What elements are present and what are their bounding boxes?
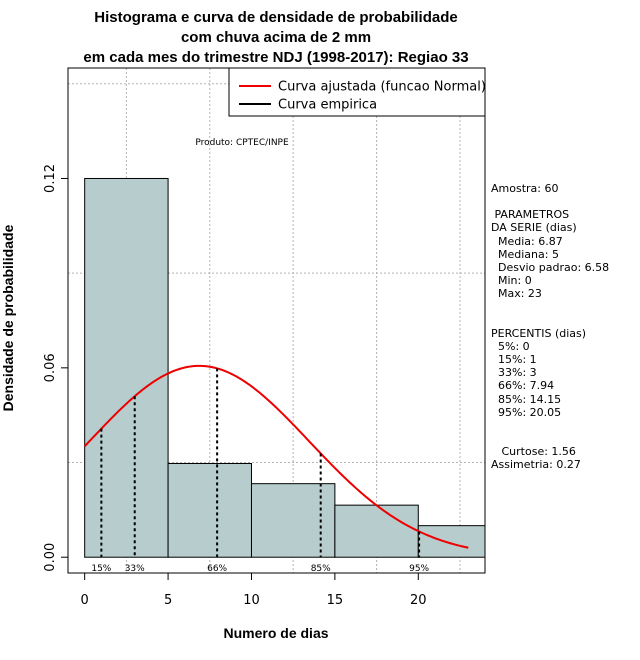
y-tick-label-0: 0.00 [43, 543, 58, 572]
stats-line-1 [491, 195, 636, 208]
x-tick-label-20: 20 [410, 593, 427, 608]
histogram-bar-2 [167, 462, 252, 558]
x-tick-label-10: 10 [243, 593, 260, 608]
x-axis-title: Numero de dias [223, 625, 328, 641]
y-axis-title: Densidade de probabilidade [0, 224, 16, 411]
stats-line-18 [491, 419, 636, 432]
product-annotation: Produto: CPTEC/INPE [195, 138, 289, 148]
legend-box [228, 67, 486, 117]
percentile-label-15: 15% [91, 564, 111, 574]
stats-line-20: Curtose: 1.56 [491, 445, 576, 459]
stats-line-6: Desvio padrao: 6.58 [491, 261, 610, 275]
stats-line-12: 5%: 0 [491, 339, 530, 353]
percentile-lines: 15% 33% 66% 85% 95% [91, 368, 430, 574]
histogram-bar-3 [250, 483, 336, 558]
stats-line-19 [491, 432, 636, 445]
stats-line-5: Mediana: 5 [491, 247, 559, 261]
statistics-panel: Amostra: 60 PARAMETROS DA SERIE (dias) Me… [491, 182, 636, 471]
stats-line-17: 95%: 20.05 [491, 405, 562, 419]
title-line-3: em cada mes do trimestre NDJ (1998-2017)… [83, 49, 468, 66]
y-tick-label-1: 0.06 [43, 353, 58, 382]
stats-line-0: Amostra: 60 [491, 182, 559, 195]
normal-curve-line [83, 364, 469, 549]
stats-line-16: 85%: 14.15 [491, 392, 562, 406]
stats-line-8: Max: 23 [491, 287, 542, 301]
stats-line-3: DA SERIE (dias) [491, 221, 577, 235]
percentile-label-85: 85% [311, 564, 331, 574]
histogram-bar-5 [417, 525, 486, 558]
chart-title: Histograma e curva de densidade de proba… [83, 9, 468, 66]
normal-curve [83, 364, 469, 549]
stats-line-13: 15%: 1 [491, 353, 537, 367]
y-tick-label-2: 0.12 [43, 164, 58, 193]
histogram-bars [84, 177, 486, 558]
stats-line-9 [491, 301, 636, 314]
legend-label-2: Curva empirica [278, 98, 377, 113]
stats-line-4: Media: 6.87 [491, 234, 563, 248]
stats-line-11: PERCENTIS (dias) [491, 326, 587, 340]
percentile-label-33: 33% [125, 564, 145, 574]
legend: Curva ajustada (funcao Normal) Curva empi… [228, 67, 486, 117]
stats-line-15: 66%: 7.94 [491, 379, 555, 393]
stats-line-2: PARAMETROS [491, 208, 570, 222]
histogram-bar-1 [84, 177, 169, 558]
axes: 0 5 10 15 20 0.00 0.06 0.12 [43, 164, 427, 608]
histogram-bar-4 [334, 504, 419, 558]
stats-line-21: Assimetria: 0.27 [491, 458, 581, 472]
x-tick-label-0: 0 [81, 593, 89, 608]
percentile-label-95: 95% [409, 564, 429, 574]
stats-line-10 [491, 314, 636, 327]
stats-line-14: 33%: 3 [491, 366, 537, 380]
title-line-1: Histograma e curva de densidade de proba… [94, 9, 457, 26]
title-line-2: com chuva acima de 2 mm [181, 29, 371, 46]
x-tick-label-15: 15 [327, 593, 344, 608]
percentile-label-66: 66% [207, 564, 227, 574]
x-tick-label-5: 5 [164, 593, 172, 608]
stats-line-7: Min: 0 [491, 274, 532, 288]
legend-label-1: Curva ajustada (funcao Normal) [278, 80, 486, 95]
